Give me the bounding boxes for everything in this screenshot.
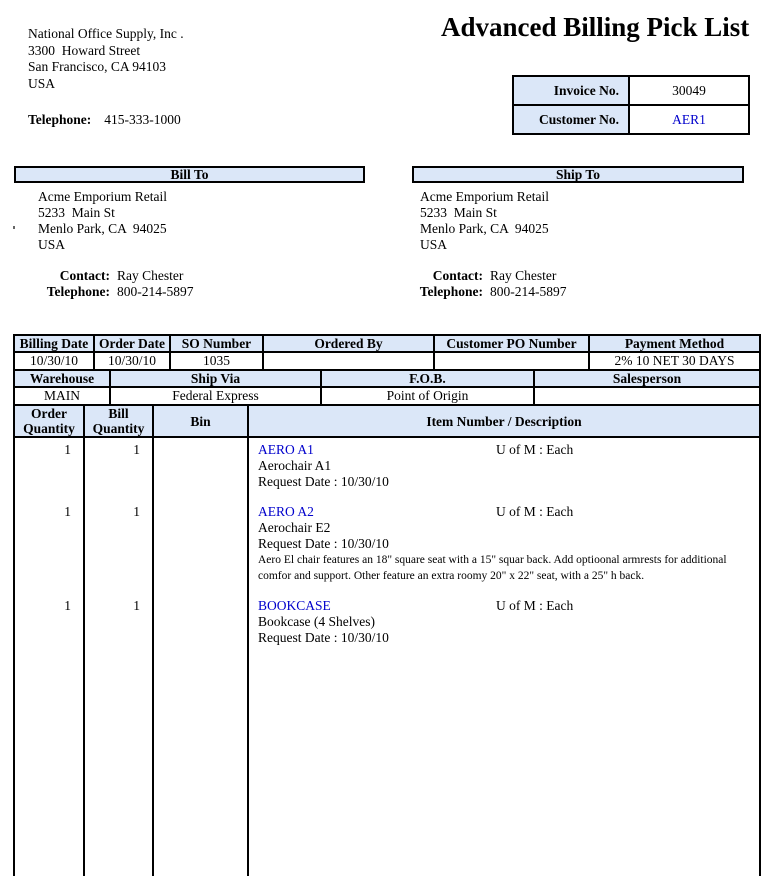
bill-to-contact-value: Ray Chester [117,268,184,283]
so-number-header: SO Number [169,334,264,353]
warehouse-value: MAIN [13,386,111,406]
company-block: National Office Supply, Inc . 3300 Howar… [28,26,184,129]
bill-to-country: USA [38,237,66,252]
item-description: Aerochair A1 [258,458,332,473]
company-telephone-label: Telephone: [28,112,92,127]
ship-to-country: USA [420,237,448,252]
ship-via-value: Federal Express [109,386,322,406]
ship-to-telephone-label: Telephone: [419,284,483,299]
bill-to-telephone-label: Telephone: [46,284,110,299]
bin-cell [152,437,249,490]
bill-to-telephone-value: 800-214-5897 [117,284,194,299]
so-number-value: 1035 [169,351,264,371]
order-date-header: Order Date [93,334,171,353]
warehouse-header: Warehouse [13,369,111,388]
item-description-header: Item Number / Description [247,404,761,438]
ship-to-contact-value: Ray Chester [490,268,557,283]
ordered-by-value [262,351,435,371]
ship-to-header: Ship To [412,166,744,183]
item-request-date: Request Date : 10/30/10 [258,474,389,489]
item-detail-cell: AERO A2 U of M : Each Aerochair E2 Reque… [247,490,761,584]
customer-number-row: Customer No. AER1 [514,104,748,133]
bill-to-name: Acme Emporium Retail [38,189,167,204]
ship-to-telephone-value: 800-214-5897 [490,284,567,299]
uom-label: U of M : Each [496,598,574,613]
bin-cell [152,490,249,584]
page-title: Advanced Billing Pick List [441,12,750,42]
bill-qty-cell: 1 [83,584,154,646]
order-qty-cell: 1 [13,437,85,490]
billing-date-header: Billing Date [13,334,95,353]
item-extended-description: Aero El chair features an 18" square sea… [258,554,727,582]
order-qty-cell: 1 [13,490,85,584]
item-number-link[interactable]: AERO A1 [258,442,314,457]
customer-po-header: Customer PO Number [433,334,590,353]
bin-cell [152,584,249,646]
ship-to-street: 5233 Main St [420,205,497,220]
order-info-band2: Warehouse Ship Via F.O.B. Salesperson MA… [13,369,761,406]
order-date-value: 10/30/10 [93,351,171,371]
item-detail-cell: AERO A1 U of M : Each Aerochair A1 Reque… [247,437,761,490]
company-city: San Francisco, CA 94103 [28,59,166,74]
company-country: USA [28,75,56,91]
bill-to-city: Menlo Park, CA 94025 [38,221,167,236]
order-detail-table: Billing Date Order Date SO Number Ordere… [13,334,761,876]
items-filler-space [13,646,761,876]
company-name: National Office Supply, Inc . [28,26,184,41]
uom-label: U of M : Each [496,504,574,519]
item-detail-cell: BOOKCASE U of M : Each Bookcase (4 Shelv… [247,584,761,646]
ship-to-section: Ship To Acme Emporium Retail 5233 Main S… [412,166,744,300]
uom-label: U of M : Each [496,442,574,457]
salesperson-value [533,386,761,406]
bill-to-section: Bill To Acme Emporium Retail 5233 Main S… [14,166,365,300]
bill-to-contact-label: Contact: [59,268,110,283]
item-row: 1 1 AERO A1 U of M : Each Aerochair A1 R… [13,437,761,490]
item-request-date: Request Date : 10/30/10 [258,630,389,645]
company-telephone-value: 415-333-1000 [104,112,181,127]
customer-po-value [433,351,590,371]
bill-qty-cell: 1 [83,437,154,490]
line-items-table: Order Quantity Bill Quantity Bin Item Nu… [13,404,761,876]
invoice-number-label: Invoice No. [514,77,630,104]
bill-to-address: Acme Emporium Retail 5233 Main St Menlo … [14,189,365,253]
ship-to-address: Acme Emporium Retail 5233 Main St Menlo … [412,189,744,253]
stray-print-mark [13,226,15,229]
bill-to-header: Bill To [14,166,365,183]
item-description: Bookcase (4 Shelves) [258,614,375,629]
invoice-number-row: Invoice No. 30049 [514,77,748,104]
ship-to-city: Menlo Park, CA 94025 [420,221,549,236]
item-row: 1 1 BOOKCASE U of M : Each Bookcase (4 S… [13,584,761,646]
company-street: 3300 Howard Street [28,42,141,58]
invoice-number-value: 30049 [672,82,706,98]
item-number-link[interactable]: AERO A2 [258,504,314,519]
ordered-by-header: Ordered By [262,334,435,353]
bill-to-street: 5233 Main St [38,205,115,220]
order-qty-cell: 1 [13,584,85,646]
bill-quantity-header: Bill Quantity [83,404,154,438]
bin-header: Bin [152,404,249,438]
invoice-summary-box: Invoice No. 30049 Customer No. AER1 [512,75,750,135]
item-row: 1 1 AERO A2 U of M : Each Aerochair E2 R… [13,490,761,584]
customer-number-label: Customer No. [514,106,630,133]
fob-header: F.O.B. [320,369,535,388]
order-info-band1: Billing Date Order Date SO Number Ordere… [13,334,761,371]
salesperson-header: Salesperson [533,369,761,388]
ship-to-contact-label: Contact: [432,268,483,283]
payment-method-header: Payment Method [588,334,761,353]
payment-method-value: 2% 10 NET 30 DAYS [588,351,761,371]
bill-qty-cell: 1 [83,490,154,584]
order-quantity-header: Order Quantity [13,404,85,438]
ship-to-name: Acme Emporium Retail [420,189,549,204]
item-description: Aerochair E2 [258,520,331,535]
ship-via-header: Ship Via [109,369,322,388]
billing-date-value: 10/30/10 [13,351,95,371]
item-request-date: Request Date : 10/30/10 [258,536,389,551]
item-number-link[interactable]: BOOKCASE [258,598,331,613]
customer-number-link[interactable]: AER1 [672,111,706,127]
fob-value: Point of Origin [320,386,535,406]
